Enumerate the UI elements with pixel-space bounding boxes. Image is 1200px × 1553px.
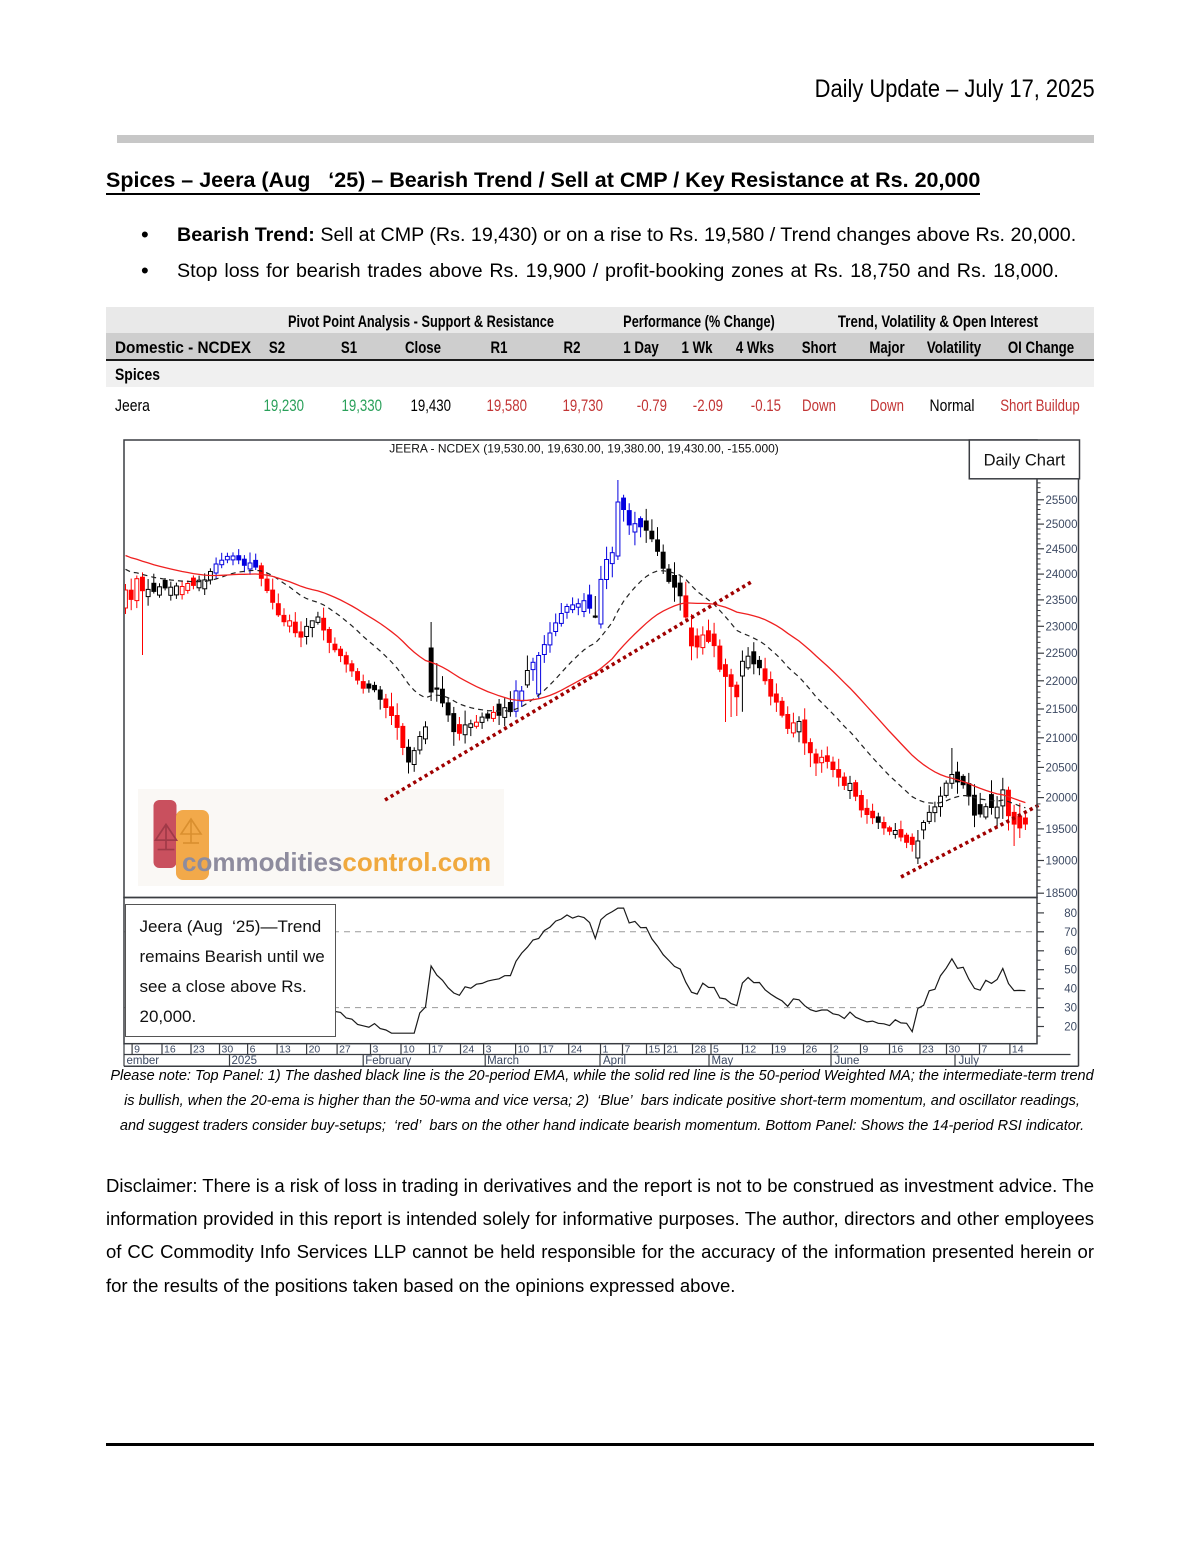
svg-text:10: 10 — [518, 1043, 530, 1055]
svg-text:2: 2 — [833, 1043, 839, 1055]
svg-text:7: 7 — [625, 1043, 631, 1055]
svg-text:24500: 24500 — [1046, 544, 1078, 556]
svg-text:10: 10 — [403, 1043, 415, 1055]
svg-text:3: 3 — [373, 1043, 379, 1055]
svg-text:27: 27 — [339, 1043, 351, 1055]
svg-text:19000: 19000 — [1046, 856, 1078, 868]
svg-text:28: 28 — [695, 1043, 707, 1055]
svg-text:20000: 20000 — [1046, 793, 1078, 805]
svg-text:5: 5 — [713, 1043, 719, 1055]
svg-text:13: 13 — [279, 1043, 291, 1055]
svg-text:21500: 21500 — [1046, 704, 1078, 716]
svg-text:30: 30 — [1064, 1003, 1077, 1015]
svg-text:23: 23 — [922, 1043, 934, 1055]
svg-text:23000: 23000 — [1046, 621, 1078, 633]
svg-text:22000: 22000 — [1046, 676, 1078, 688]
svg-text:6: 6 — [250, 1043, 256, 1055]
svg-text:JEERA - NCDEX (19,530.00, 19,6: JEERA - NCDEX (19,530.00, 19,630.00, 19,… — [389, 442, 779, 456]
svg-text:23500: 23500 — [1046, 595, 1078, 607]
svg-text:40: 40 — [1064, 984, 1077, 996]
svg-text:20500: 20500 — [1046, 762, 1078, 774]
svg-text:21: 21 — [667, 1043, 679, 1055]
svg-text:16: 16 — [892, 1043, 904, 1055]
svg-text:26: 26 — [806, 1043, 818, 1055]
svg-text:14: 14 — [1012, 1043, 1024, 1055]
svg-text:February: February — [365, 1055, 411, 1067]
svg-text:9: 9 — [863, 1043, 869, 1055]
svg-text:30: 30 — [222, 1043, 234, 1055]
svg-text:50: 50 — [1064, 965, 1077, 977]
svg-text:9: 9 — [134, 1043, 140, 1055]
svg-text:Daily Chart: Daily Chart — [984, 452, 1066, 470]
svg-text:3: 3 — [486, 1043, 492, 1055]
svg-text:June: June — [835, 1055, 860, 1067]
svg-text:15: 15 — [649, 1043, 661, 1055]
svg-text:16: 16 — [164, 1043, 176, 1055]
svg-text:24: 24 — [571, 1043, 583, 1055]
svg-text:7: 7 — [982, 1043, 988, 1055]
svg-text:April: April — [603, 1055, 626, 1067]
svg-text:21000: 21000 — [1046, 733, 1078, 745]
svg-text:1: 1 — [603, 1043, 609, 1055]
svg-text:18500: 18500 — [1046, 888, 1078, 900]
svg-text:20: 20 — [309, 1043, 321, 1055]
svg-text:80: 80 — [1064, 908, 1077, 920]
svg-text:2025: 2025 — [232, 1055, 258, 1067]
svg-text:70: 70 — [1064, 927, 1077, 939]
svg-text:24000: 24000 — [1046, 569, 1078, 581]
svg-text:24: 24 — [463, 1043, 475, 1055]
svg-text:22500: 22500 — [1046, 648, 1078, 660]
svg-text:20: 20 — [1064, 1022, 1077, 1034]
svg-text:19500: 19500 — [1046, 824, 1078, 836]
svg-text:May: May — [712, 1055, 734, 1067]
svg-text:23: 23 — [193, 1043, 205, 1055]
svg-text:March: March — [487, 1055, 519, 1067]
svg-text:25000: 25000 — [1046, 519, 1078, 531]
svg-text:12: 12 — [745, 1043, 757, 1055]
svg-text:19: 19 — [775, 1043, 787, 1055]
svg-text:commoditiescontrol.com: commoditiescontrol.com — [182, 847, 491, 877]
svg-text:25500: 25500 — [1046, 495, 1078, 507]
svg-text:30: 30 — [949, 1043, 961, 1055]
svg-text:17: 17 — [432, 1043, 444, 1055]
svg-text:July: July — [959, 1055, 980, 1067]
svg-text:17: 17 — [542, 1043, 554, 1055]
svg-text:ember: ember — [127, 1055, 160, 1067]
svg-text:60: 60 — [1064, 946, 1077, 958]
